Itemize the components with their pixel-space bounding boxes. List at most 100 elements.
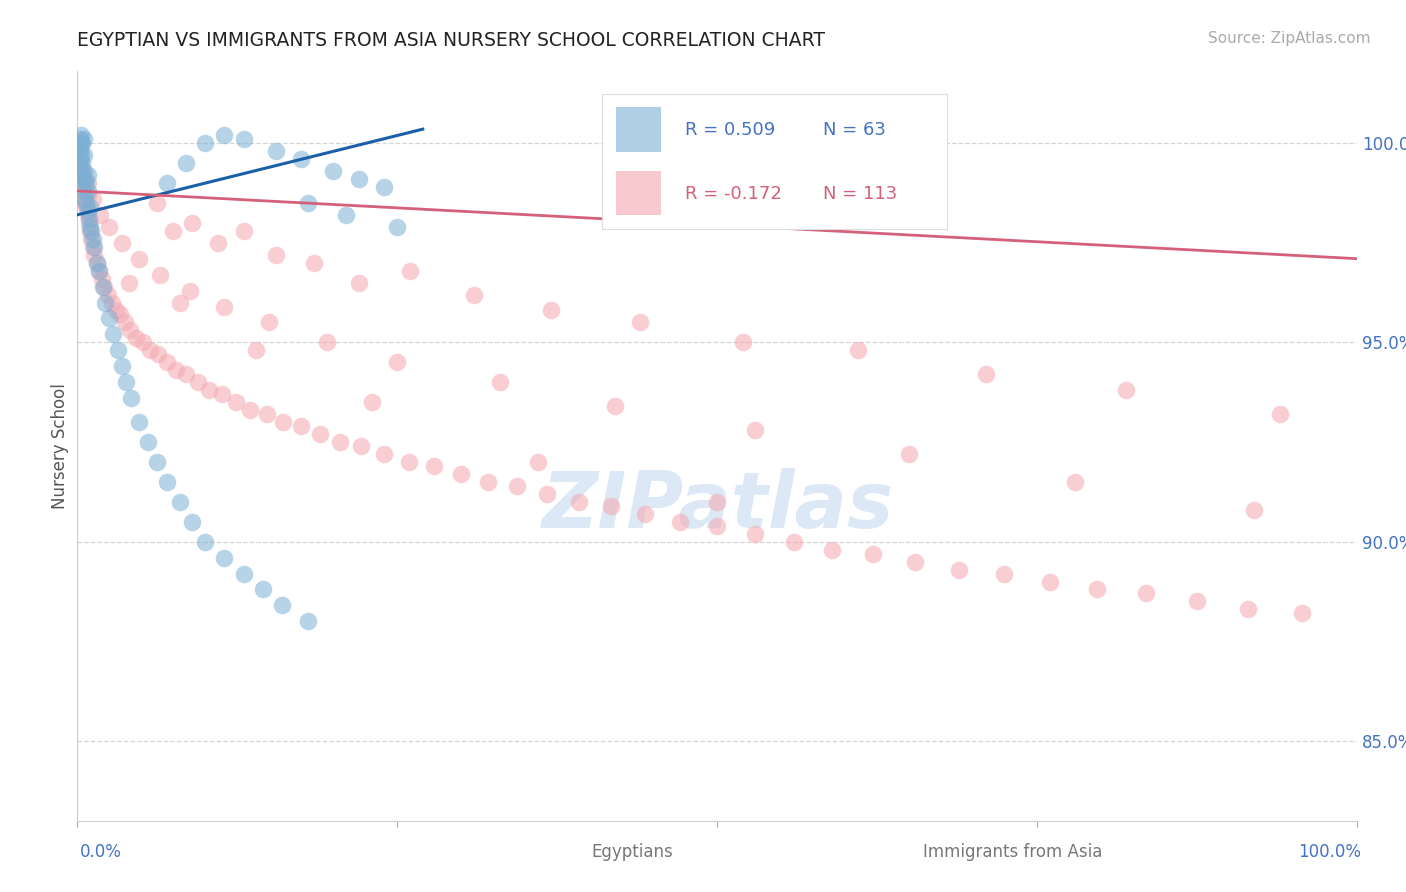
Point [387,355,409,369]
Point [252,582,274,597]
Point [98,219,121,234]
Point [1085,582,1108,597]
Point [862,547,884,561]
Point [120,391,142,405]
Point [1237,602,1260,616]
Point [239,403,262,417]
Point [273,415,295,429]
Point [87,263,110,277]
Point [70,176,93,190]
Point [128,252,150,266]
Point [423,458,446,473]
Point [82,192,104,206]
Point [165,363,187,377]
Point [75,195,97,210]
Point [245,343,267,358]
Point [72,164,94,178]
Point [179,284,201,298]
Point [79,200,101,214]
Point [211,387,233,401]
Point [350,439,373,453]
Point [1135,586,1157,600]
Point [169,495,191,509]
Point [73,192,96,206]
Point [128,415,150,429]
Y-axis label: Nursery School: Nursery School [51,383,69,509]
Point [75,200,97,214]
Point [744,423,766,437]
Point [731,335,754,350]
Point [70,148,93,162]
Point [398,455,420,469]
Point [111,359,134,374]
Point [76,176,98,190]
Point [225,395,247,409]
Point [117,276,139,290]
Point [69,168,91,182]
Point [463,287,485,301]
Point [80,232,103,246]
Point [264,144,287,158]
Point [156,176,179,190]
Point [76,168,98,182]
Point [107,343,129,358]
Point [69,144,91,158]
Point [309,427,332,442]
Point [73,184,96,198]
Point [80,224,103,238]
Point [82,232,104,246]
Point [145,195,167,210]
Point [232,224,254,238]
Point [72,172,94,186]
Point [373,447,395,461]
Point [73,195,96,210]
Point [744,526,766,541]
Point [145,455,167,469]
Point [1291,607,1313,621]
Point [271,599,294,613]
Point [603,399,626,413]
Text: Egyptians: Egyptians [592,843,673,861]
Point [77,216,100,230]
Point [156,475,179,489]
Point [214,300,236,314]
Point [139,343,162,358]
Point [387,219,409,234]
Point [72,156,94,170]
Point [256,407,278,421]
Point [264,248,287,262]
Point [506,479,529,493]
Point [335,208,357,222]
Point [181,216,204,230]
Point [214,128,236,142]
Point [948,563,970,577]
Point [783,534,806,549]
Point [974,368,997,382]
Text: 100.0%: 100.0% [1298,843,1361,861]
Point [73,172,96,186]
Point [86,255,108,269]
Point [76,208,98,222]
Point [904,555,927,569]
Point [198,383,221,397]
Point [73,164,96,178]
Point [1115,383,1137,397]
Point [1243,502,1265,516]
Point [568,495,591,509]
Point [347,172,370,186]
Point [706,495,728,509]
Point [111,235,134,250]
Point [77,211,100,226]
Point [125,331,148,345]
Point [115,376,138,390]
Point [73,132,96,146]
Point [527,455,550,469]
Point [360,395,382,409]
Point [628,315,651,329]
Point [75,176,97,190]
Text: ZIPatlas: ZIPatlas [541,468,893,544]
Point [169,295,191,310]
Point [131,335,153,350]
Point [315,335,337,350]
Point [79,219,101,234]
